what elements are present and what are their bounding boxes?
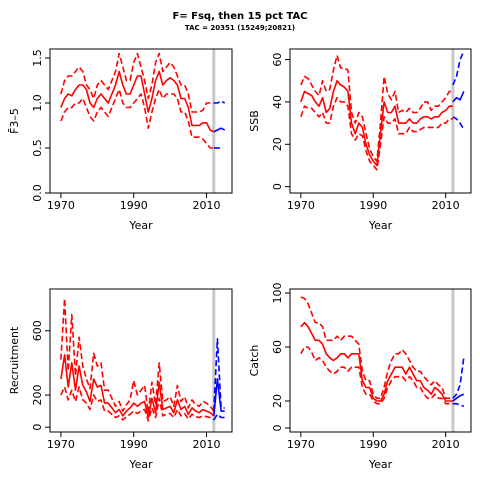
catch-forecast-dashed-line-4	[452, 357, 465, 399]
x-tick-label: 1990	[359, 199, 387, 212]
y-axis-label: SSB	[248, 110, 261, 132]
y-tick-label: 0.5	[31, 139, 44, 157]
x-tick-label: 2010	[193, 438, 221, 451]
panel-ssb: 1970 1990 2010 0 20 40 60 Year SSB	[248, 48, 472, 232]
y-tick-label: 0.0	[31, 184, 44, 202]
x-axis-label: Year	[368, 219, 393, 232]
y-axis-label: Recruitment	[8, 326, 21, 394]
recruitment-historic-dashed-line-1	[60, 297, 215, 414]
ssb-forecast-dashed-line-5	[452, 116, 465, 130]
ssb-historic-dashed-line-1	[300, 54, 453, 162]
y-tick-label: 40	[271, 95, 284, 109]
figure-subtitle: TAC = 20351 (15249;20821)	[184, 24, 296, 32]
y-tick-label: 0	[271, 424, 284, 431]
y-tick-label: 1.0	[31, 94, 44, 112]
recruitment-forecast-solid-line-3	[213, 378, 225, 416]
catch-historic-dashed-line-1	[300, 296, 453, 400]
x-tick-label: 1990	[120, 199, 148, 212]
y-tick-label: 0	[31, 424, 44, 431]
y-tick-label: 600	[31, 320, 44, 341]
x-tick-label: 1970	[287, 199, 315, 212]
x-tick-label: 2010	[193, 199, 221, 212]
plot-frame	[289, 288, 472, 433]
catch-forecast-dashed-line-5	[452, 402, 465, 408]
x-tick-label: 1990	[120, 438, 148, 451]
plot-frame	[49, 48, 233, 194]
y-tick-label: 60	[271, 53, 284, 67]
figure-title: F= Fsq, then 15 pct TAC	[172, 11, 308, 22]
recruitment-historic-solid-line-0	[60, 354, 215, 419]
panel-recruitment: 1970 1990 2010 0 200 600 Year Recruitment	[8, 288, 233, 471]
x-tick-label: 1970	[47, 199, 75, 212]
ssb-forecast-dashed-line-4	[452, 50, 465, 86]
catch-historic-dashed-line-2	[300, 346, 453, 405]
y-axis-label: F̄3–5	[8, 108, 21, 134]
recruitment-historic-dashed-line-2	[60, 386, 215, 422]
f-historic-solid-line-0	[60, 70, 215, 133]
x-axis-label: Year	[128, 219, 153, 232]
y-tick-label: 100	[271, 283, 284, 304]
x-tick-label: 2010	[432, 199, 460, 212]
x-tick-label: 2010	[432, 438, 460, 451]
x-axis-label: Year	[368, 458, 393, 471]
x-axis-label: Year	[128, 458, 153, 471]
x-tick-label: 1990	[359, 438, 387, 451]
y-tick-label: 60	[271, 340, 284, 354]
y-axis-label: Catch	[248, 345, 261, 377]
x-tick-label: 1970	[287, 438, 315, 451]
recruitment-forecast-dashed-line-4	[213, 337, 225, 412]
catch-historic-solid-line-0	[300, 321, 453, 402]
f-forecast-dashed-line-4	[213, 100, 226, 104]
f-historic-dashed-line-1	[60, 52, 214, 113]
ssb-historic-dashed-line-2	[300, 96, 453, 171]
panel-catch: 1970 1990 2010 0 20 60 100 Year Catch	[248, 283, 472, 471]
y-tick-label: 0	[271, 183, 284, 190]
catch-forecast-solid-line-3	[452, 393, 465, 402]
y-tick-label: 1.5	[31, 49, 44, 67]
f-forecast-solid-line-3	[213, 127, 226, 133]
y-tick-label: 20	[271, 394, 284, 408]
plot-frame	[49, 288, 233, 433]
y-tick-label: 200	[31, 385, 44, 406]
y-tick-label: 20	[271, 137, 284, 151]
plot-frame	[289, 48, 472, 194]
x-tick-label: 1970	[47, 438, 75, 451]
panel-f: 1970 1990 2010 0.0 0.5 1.0 1.5 Year F̄3–5	[8, 48, 233, 232]
ssb-forecast-solid-line-3	[452, 91, 465, 103]
recruitment-forecast-dashed-line-5	[213, 413, 225, 421]
